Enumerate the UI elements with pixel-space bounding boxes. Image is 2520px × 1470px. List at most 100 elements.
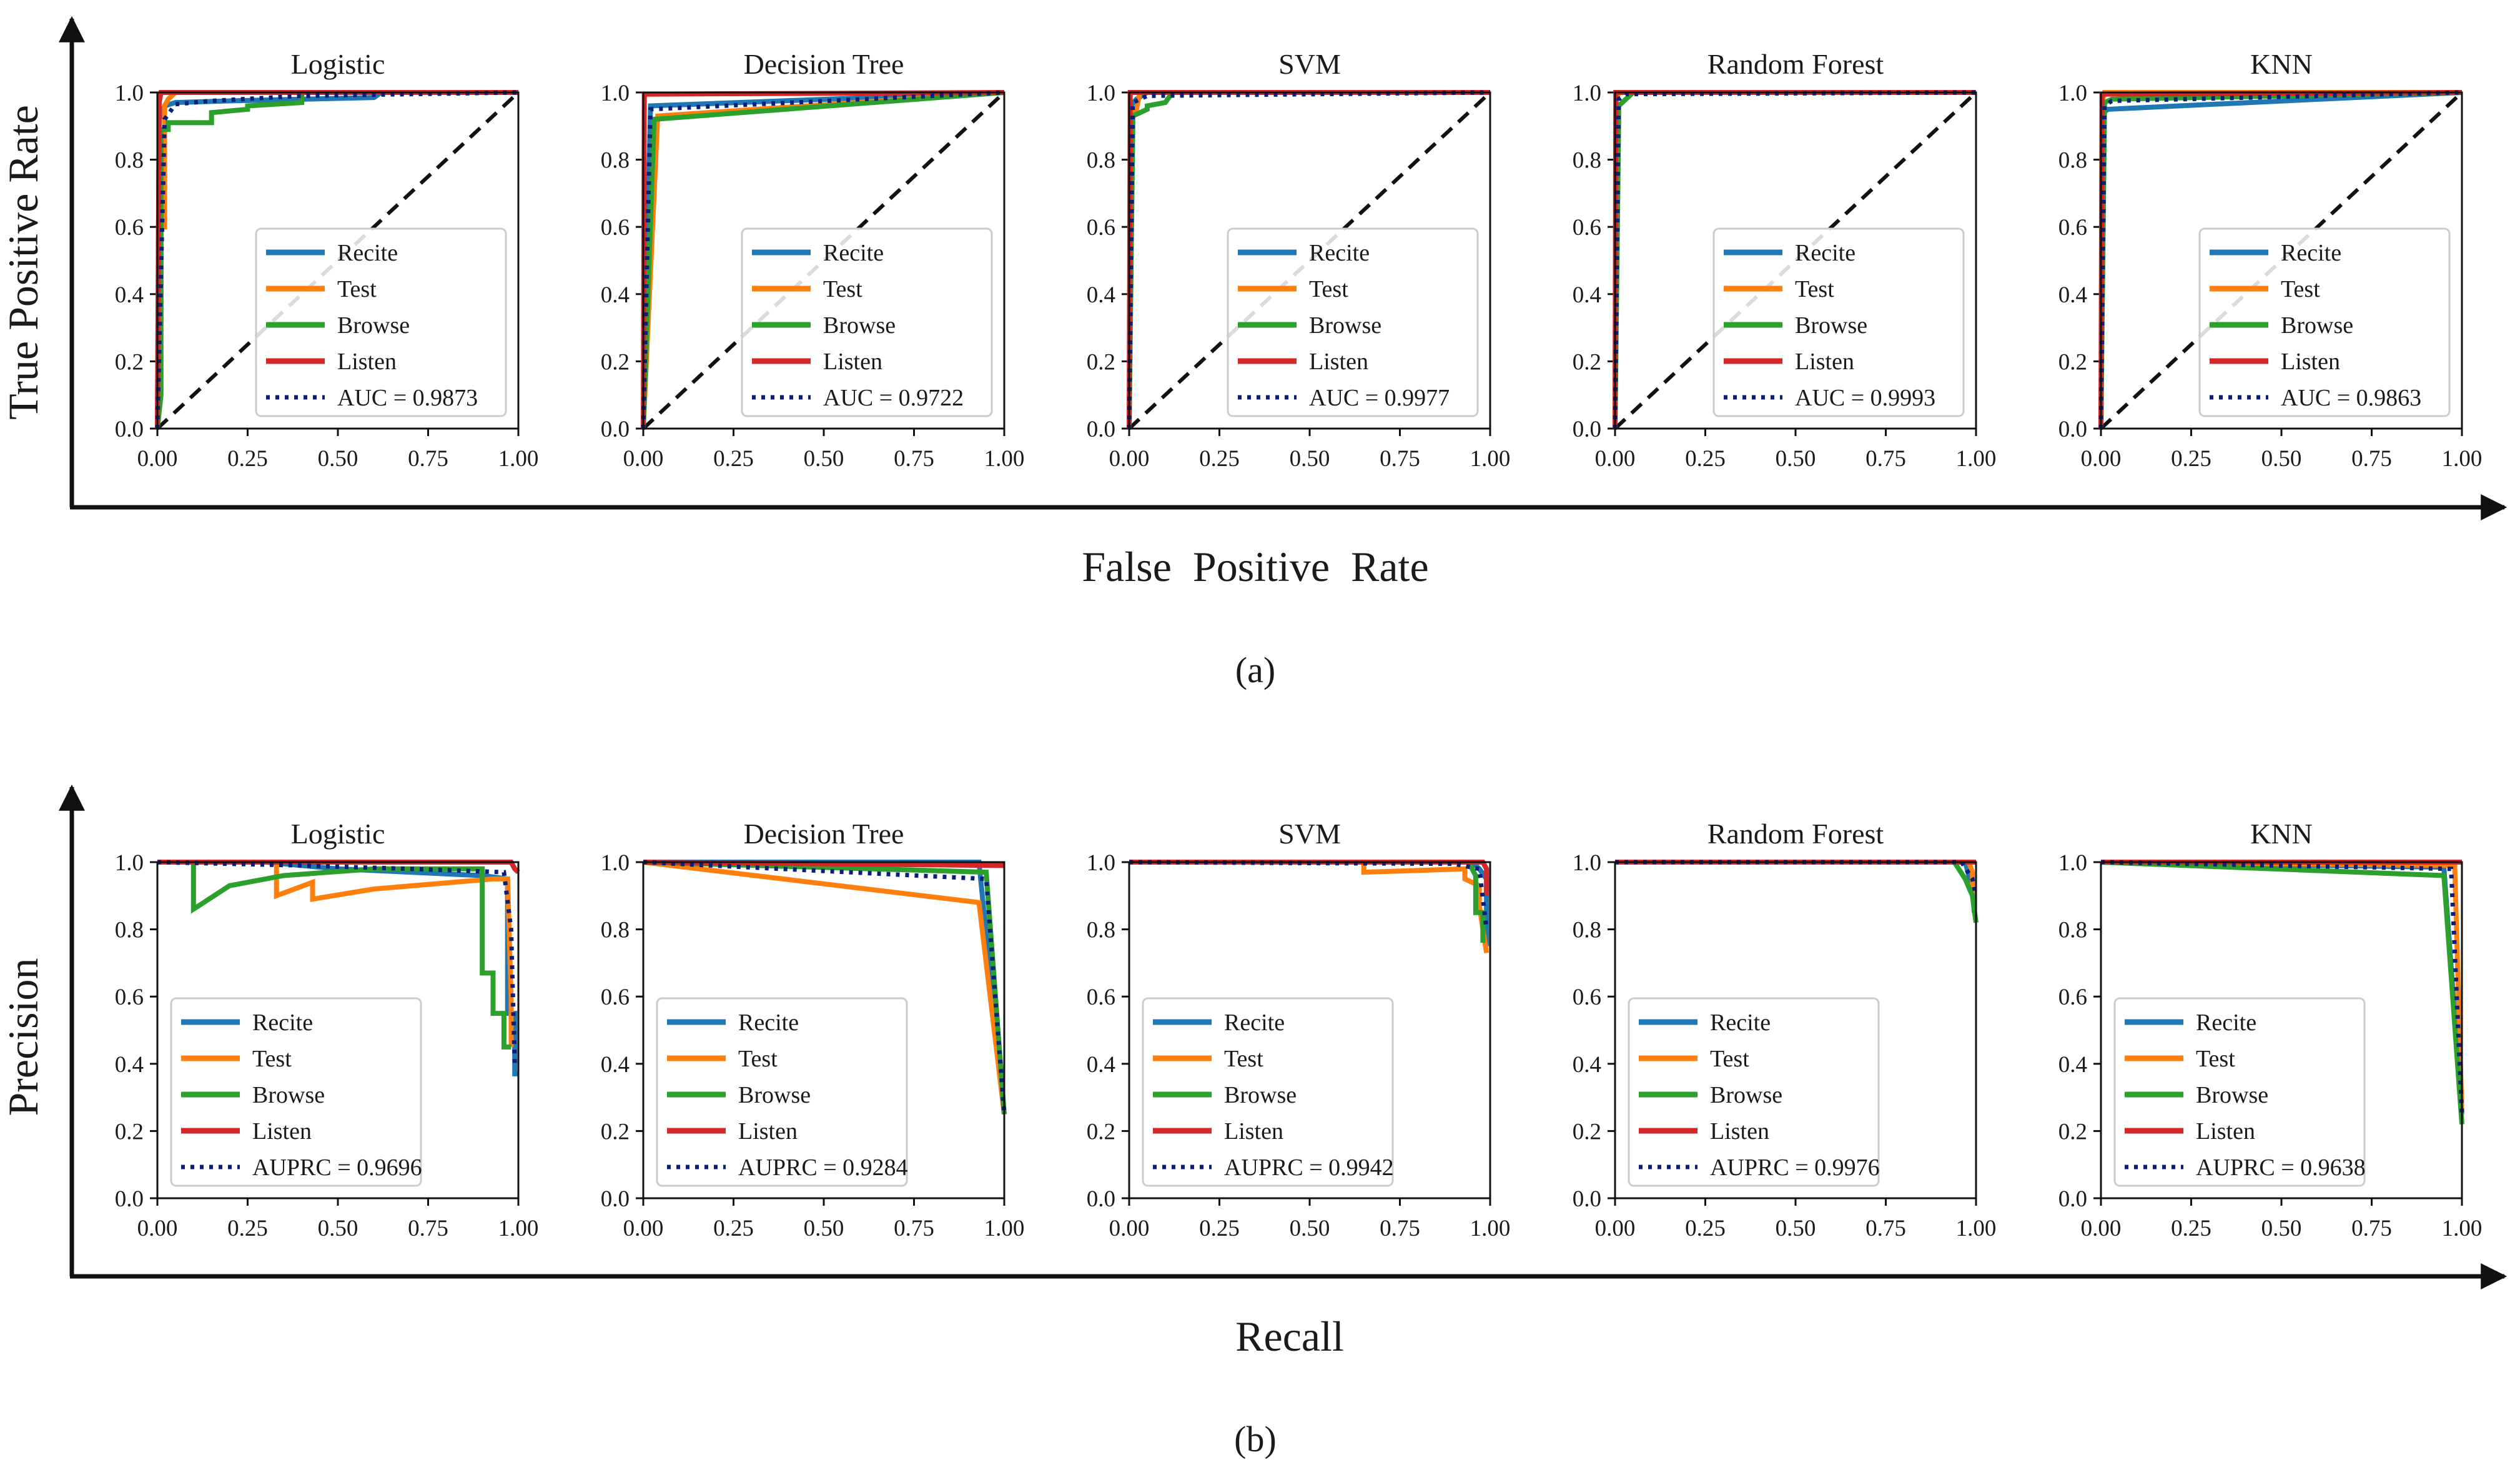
series-line-browse [1129,860,1486,943]
legend-label: Browse [337,312,410,339]
legend-label: Browse [2281,312,2353,339]
y-tick-label: 0.0 [601,1186,630,1212]
legend-label: Browse [738,1082,811,1108]
legend: Recite Test Browse Listen AUC = 0.9863 [2198,227,2451,417]
x-tick-label: 0.25 [1199,1216,1240,1241]
legend-box [2198,227,2451,417]
legend-box [1628,997,1880,1187]
y-tick-label: 0.8 [1087,148,1115,174]
row-a-xlabel: False Positive Rate [1082,543,1428,590]
legend-label: Browse [1309,312,1381,339]
y-tick-label: 1.0 [2058,850,2087,876]
plot-frame [2100,91,2463,430]
x-tick-label: 0.75 [894,1216,934,1241]
x-tick-label: 0.00 [2081,446,2122,472]
x-tick-label: 0.75 [2351,446,2392,472]
y-tick-label: 0.4 [1573,1052,1601,1078]
legend-label: Browse [1795,312,1867,339]
subplot-roc-2: SVM 0.00 0.25 0.50 0.75 1.00 0.0 0.2 0.4 0.6 0.8 1.… [1087,48,1511,472]
x-tick-label: 0.75 [2351,1216,2392,1241]
y-tick-label: 0.4 [1087,282,1115,308]
x-tick-label: 0.50 [1290,1216,1330,1241]
subplot-title: Logistic [291,818,385,850]
row-a-ylabel: True Positive Rate [0,105,47,420]
y-tick-label: 0.0 [1573,1186,1601,1212]
y-tick-label: 0.6 [601,985,630,1010]
y-tick-label: 0.0 [2058,1186,2087,1212]
plot-frame [1614,861,1977,1199]
subplot-pr-2: SVM 0.00 0.25 0.50 0.75 1.00 0.0 0.2 0.4 0.6 0.8 1.… [1087,818,1511,1241]
x-tick-label: 1.00 [984,1216,1025,1241]
x-tick-label: 1.00 [2442,446,2483,472]
average-line [641,90,1005,429]
y-tick-label: 0.8 [1087,918,1115,943]
legend: Recite Test Browse Listen AUPRC = 0.9284 [656,997,908,1187]
series-line-browse [2100,860,2464,1125]
legend-label: Browse [252,1082,325,1108]
legend-box [1227,227,1479,417]
x-tick-label: 0.00 [623,1216,664,1241]
legend: Recite Test Browse Listen AUC = 0.9993 [1712,227,1965,417]
legend-label: Test [1795,276,1834,302]
x-tick-label: 0.00 [623,446,664,472]
legend-label: Listen [1309,349,1368,375]
y-tick-label: 0.0 [2058,417,2087,442]
subplot-pr-0: Logistic 0.00 0.25 0.50 0.75 1.00 0.0 0.2 0.4 0.6… [115,818,539,1241]
x-tick-label: 0.00 [2081,1216,2122,1241]
legend-label: Test [823,276,862,302]
plot-frame [1128,861,1491,1199]
y-tick-label: 1.0 [115,850,144,876]
y-tick-label: 0.4 [1087,1052,1115,1078]
legend-label: Test [738,1046,778,1072]
average-line [643,860,1007,1115]
legend-label: Listen [738,1118,798,1145]
legend-label: Recite [1795,240,1855,266]
y-tick-label: 0.2 [115,1119,144,1145]
subplot-roc-4: KNN 0.00 0.25 0.50 0.75 1.00 0.0 0.2 0.4 0.6 0.8 1.… [2058,48,2483,472]
chance-line [156,91,520,430]
x-tick-label: 0.25 [227,446,268,472]
subplot-title: Decision Tree [744,48,904,80]
plot-frame [2100,861,2463,1199]
subplot-pr-3: Random Forest 0.00 0.25 0.50 0.75 1.00 0.0 0.2 0… [1573,818,1997,1241]
series-line-listen [1129,860,1490,896]
legend: Recite Test Browse Listen AUPRC = 0.9976 [1628,997,1880,1187]
legend-label: Recite [337,240,398,266]
y-tick-label: 0.4 [2058,1052,2087,1078]
y-tick-label: 1.0 [1573,850,1601,876]
y-tick-label: 0.2 [1087,349,1115,375]
legend: Recite Test Browse Listen AUC = 0.9873 [255,227,507,417]
y-tick-label: 0.8 [115,918,144,943]
x-tick-label: 0.75 [408,446,448,472]
y-tick-label: 0.4 [601,282,630,308]
legend-box [741,227,993,417]
y-tick-label: 0.6 [601,215,630,241]
y-tick-label: 0.8 [115,148,144,174]
legend-label: Recite [1309,240,1370,266]
legend-label: Test [1309,276,1348,302]
x-tick-label: 0.50 [804,1216,844,1241]
subplot-pr-4: KNN 0.00 0.25 0.50 0.75 1.00 0.0 0.2 0.4 0.6 0.8 1.… [2058,818,2483,1241]
x-tick-label: 0.75 [1865,446,1906,472]
series-line-browse [1615,860,1979,923]
legend-label: Test [252,1046,292,1072]
legend-label: AUPRC = 0.9284 [738,1155,908,1181]
x-tick-label: 1.00 [1956,1216,1997,1241]
x-tick-label: 1.00 [498,446,539,472]
chance-line [2099,91,2464,430]
x-tick-label: 0.25 [713,446,754,472]
panels: Logistic 0.00 0.25 0.50 0.75 1.00 0.0 0.2 0.4 0.6… [115,48,2483,1241]
legend-label: AUPRC = 0.9942 [1224,1155,1394,1181]
x-tick-label: 0.00 [1109,1216,1150,1241]
x-tick-label: 0.00 [1595,446,1636,472]
average-line [1127,90,1491,429]
y-tick-label: 0.4 [2058,282,2087,308]
y-tick-label: 0.0 [115,1186,144,1212]
y-tick-label: 1.0 [1573,81,1601,106]
x-tick-label: 0.25 [2171,446,2211,472]
y-tick-label: 0.4 [601,1052,630,1078]
x-tick-label: 1.00 [1470,1216,1511,1241]
average-line [155,90,519,429]
legend-label: AUPRC = 0.9696 [252,1155,422,1181]
series-line-test [643,860,1007,1115]
